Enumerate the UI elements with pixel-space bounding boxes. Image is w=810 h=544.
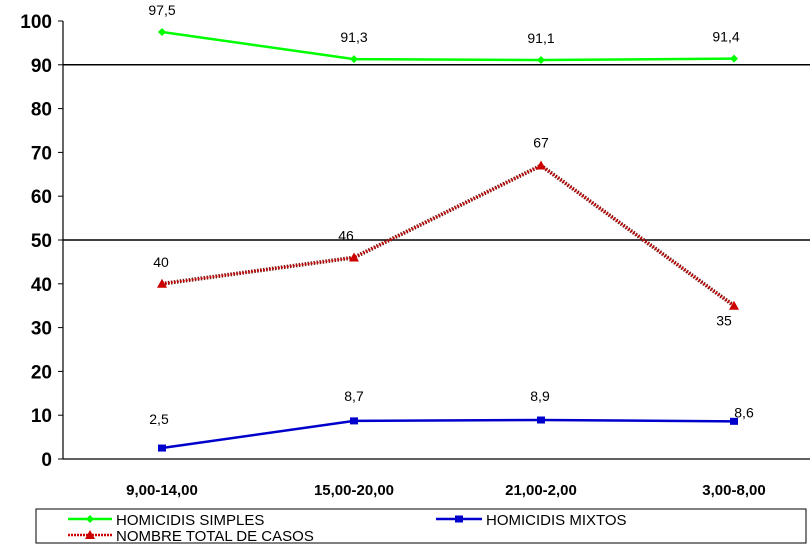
data-labels: 97,5 91,3 91,1 91,4 2,5 8,7 8,9 8,6 40 46 67 35 bbox=[148, 2, 754, 427]
x-tick-label-4: 3,00-8,00 bbox=[702, 482, 765, 499]
y-tick-label-90: 90 bbox=[31, 56, 52, 77]
point-homicidis-mixtos-2 bbox=[350, 417, 358, 425]
data-label-nombre-total-de-casos-2: 46 bbox=[338, 228, 354, 244]
y-tick-label-10: 10 bbox=[31, 406, 52, 427]
data-label-homicidis-simples-3: 91,1 bbox=[527, 30, 554, 46]
point-homicidis-simples-4 bbox=[730, 54, 738, 63]
data-label-homicidis-simples-2: 91,3 bbox=[340, 29, 367, 45]
series-layer bbox=[157, 27, 739, 452]
point-nombre-total-de-casos-4 bbox=[729, 300, 739, 310]
data-label-nombre-total-de-casos-1: 40 bbox=[153, 254, 169, 270]
data-label-nombre-total-de-casos-3: 67 bbox=[533, 135, 549, 151]
series-line-homicidis-simples bbox=[161, 30, 735, 62]
point-homicidis-mixtos-4 bbox=[730, 417, 738, 425]
y-tick-label-80: 80 bbox=[31, 100, 52, 121]
legend-label-homicidis-simples: HOMICIDIS SIMPLES bbox=[116, 512, 264, 529]
y-tick-label-30: 30 bbox=[31, 319, 52, 340]
y-tick-label-40: 40 bbox=[31, 275, 52, 296]
series-line-nombre-total-de-casos bbox=[161, 164, 735, 307]
y-tick-label-20: 20 bbox=[31, 362, 52, 383]
data-label-homicidis-mixtos-4: 8,6 bbox=[734, 404, 754, 420]
data-label-homicidis-simples-1: 97,5 bbox=[148, 2, 175, 18]
point-nombre-total-de-casos-3 bbox=[536, 160, 546, 170]
x-tick-label-3: 21,00-2,00 bbox=[505, 482, 577, 499]
data-label-homicidis-simples-4: 91,4 bbox=[712, 29, 739, 45]
point-homicidis-simples-3 bbox=[537, 55, 545, 64]
legend-label-nombre-total-de-casos: NOMBRE TOTAL DE CASOS bbox=[116, 528, 314, 544]
legend-marker-nombre-total-de-casos bbox=[85, 530, 95, 539]
legend-marker-homicidis-simples bbox=[86, 515, 94, 523]
x-tick-label-1: 9,00-14,00 bbox=[126, 482, 198, 499]
x-axis-ticks: 9,00-14,00 15,00-20,00 21,00-2,00 3,00-8,00 bbox=[126, 482, 766, 499]
y-tick-label-60: 60 bbox=[31, 187, 52, 208]
y-tick-label-0: 0 bbox=[41, 450, 52, 471]
point-homicidis-simples-1 bbox=[158, 27, 166, 36]
legend-marker-homicidis-mixtos bbox=[455, 515, 463, 523]
point-nombre-total-de-casos-1 bbox=[157, 278, 167, 288]
gridlines bbox=[63, 64, 810, 241]
legend: HOMICIDIS SIMPLES HOMICIDIS MIXTOS NOMBRE … bbox=[35, 508, 807, 544]
point-homicidis-simples-2 bbox=[350, 55, 358, 64]
y-axis-ticks: 0 10 20 30 40 50 60 70 80 90 100 bbox=[20, 12, 63, 471]
x-tick-label-2: 15,00-20,00 bbox=[314, 482, 394, 499]
data-label-homicidis-mixtos-1: 2,5 bbox=[149, 411, 169, 427]
point-homicidis-mixtos-3 bbox=[537, 416, 545, 424]
y-tick-label-50: 50 bbox=[31, 231, 52, 252]
y-tick-label-100: 100 bbox=[20, 12, 52, 33]
data-label-homicidis-mixtos-3: 8,9 bbox=[530, 388, 550, 404]
point-homicidis-mixtos-1 bbox=[158, 444, 166, 452]
point-nombre-total-de-casos-2 bbox=[349, 252, 359, 262]
legend-box bbox=[35, 508, 807, 544]
y-tick-label-70: 70 bbox=[31, 143, 52, 164]
data-label-homicidis-mixtos-2: 8,7 bbox=[344, 388, 364, 404]
series-line-nombre-total-de-casos-shadow bbox=[161, 163, 736, 308]
legend-label-homicidis-mixtos: HOMICIDIS MIXTOS bbox=[486, 512, 627, 529]
data-label-nombre-total-de-casos-4: 35 bbox=[716, 313, 732, 329]
series-line-homicidis-mixtos bbox=[161, 418, 735, 450]
